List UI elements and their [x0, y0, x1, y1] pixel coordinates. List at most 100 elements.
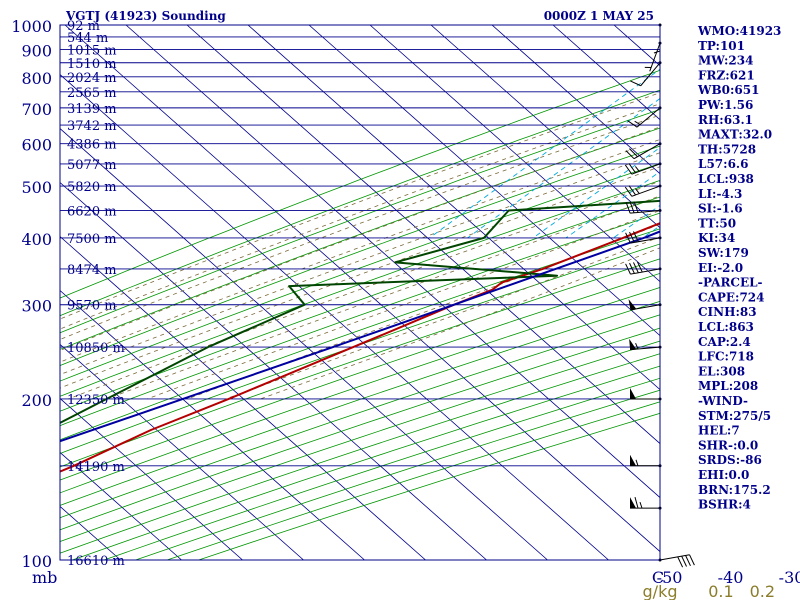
height-label: 16610 m	[67, 554, 125, 569]
moist-adiabat-line	[60, 152, 660, 376]
wind-barb-feather	[629, 148, 638, 158]
wind-barb-feather	[624, 164, 633, 175]
moist-adiabat-line	[60, 166, 660, 389]
series-point	[182, 398, 184, 400]
wind-barb-staff	[631, 163, 661, 175]
chart-datetime: 0000Z 1 MAY 25	[544, 9, 654, 23]
series-point	[73, 465, 75, 467]
pressure-tick-label: 300	[21, 297, 52, 316]
wind-barb-staff	[633, 143, 661, 160]
wind-barb-feather	[629, 231, 635, 243]
index-line: TP:101	[698, 39, 745, 53]
series-point	[501, 282, 503, 284]
height-label: 10850 m	[67, 341, 125, 356]
wind-barb-staff	[631, 185, 661, 197]
series-point	[228, 398, 230, 400]
mixing-ratio-unit-label: g/kg	[643, 582, 678, 600]
x-unit-right-label: C	[652, 568, 664, 587]
series-point	[332, 346, 334, 348]
wind-barb-feather	[633, 231, 639, 242]
height-label: 12350 m	[67, 393, 125, 408]
wind-barb-feather	[681, 555, 687, 567]
isotherm-line	[60, 74, 609, 560]
index-line: TT:50	[698, 216, 736, 230]
moist-adiabat-line	[147, 210, 660, 400]
height-label: 6620 m	[67, 205, 117, 220]
wind-barb-flag	[628, 299, 637, 310]
index-line: CINH:83	[698, 305, 757, 319]
isotherm-line	[60, 235, 426, 560]
pressure-tick-label: 500	[21, 178, 52, 197]
series-point	[691, 210, 692, 211]
index-line: BRN:175.2	[698, 483, 771, 497]
index-line: STM:275/5	[698, 409, 771, 423]
wind-barb	[624, 184, 662, 197]
series-point	[352, 346, 354, 348]
wind-barb	[630, 61, 662, 87]
pressure-tick-label: 800	[21, 69, 52, 88]
series-point	[483, 237, 485, 239]
wind-barb	[630, 497, 662, 510]
dry-adiabat-line	[60, 353, 660, 554]
moist-adiabat-line	[106, 195, 660, 400]
wind-barb-half-feather	[635, 166, 640, 172]
dry-adiabat-line	[103, 377, 660, 560]
wind-barb-half-feather	[634, 120, 641, 126]
wind-barb-staff	[636, 107, 661, 128]
isotherm-line	[60, 451, 182, 560]
x-unit-left-label: mb	[32, 568, 57, 587]
wind-barb-half-feather	[635, 459, 639, 466]
index-line: CAP:2.4	[698, 335, 751, 349]
isotherm-line	[491, 25, 660, 175]
wind-barb-flag	[630, 387, 636, 399]
wind-barb	[644, 41, 662, 72]
index-line: EI:-2.0	[698, 261, 743, 275]
height-label: 544 m	[67, 31, 108, 46]
index-line: WB0:651	[697, 83, 759, 97]
wind-barb-feather	[625, 202, 631, 214]
series-point	[643, 237, 645, 239]
index-line: SHR-:0.0	[698, 438, 758, 452]
dry-adiabat-line	[60, 340, 660, 543]
pressure-tick-label: 100	[21, 552, 52, 571]
isotherm-line	[60, 128, 548, 560]
height-label: 14190 m	[67, 460, 125, 475]
series-point	[288, 285, 290, 287]
moist-adiabat-line	[260, 247, 660, 400]
wind-barb-feather	[636, 261, 643, 273]
height-label: 5077 m	[67, 158, 117, 173]
wind-barb-feather	[677, 556, 684, 568]
wind-barb-feather	[628, 163, 636, 174]
series-point	[758, 186, 759, 187]
height-label: 92 m	[67, 19, 100, 34]
height-label: 5820 m	[67, 180, 117, 195]
wind-barb-staff	[630, 210, 661, 214]
series-point	[394, 261, 396, 263]
moist-adiabat-line	[68, 180, 660, 400]
height-label: 7500 m	[67, 232, 117, 247]
index-line: -WIND-	[698, 394, 748, 408]
wind-barb-half-feather	[635, 188, 640, 194]
mixing-ratio-label: 0.1	[708, 582, 733, 600]
pressure-tick-label: 200	[21, 391, 52, 410]
temperature-tick-label: -40	[718, 568, 744, 587]
isotherm-line	[430, 25, 660, 229]
wind-barb-staff	[630, 304, 661, 311]
height-label: 2565 m	[67, 86, 117, 101]
temperature-profile-line	[60, 222, 660, 473]
index-line: LFC:718	[698, 350, 754, 364]
pressure-tick-label: 400	[21, 230, 52, 249]
moist-adiabat-line	[225, 236, 660, 400]
wind-barb-staff	[630, 237, 661, 244]
wind-barb-feather	[625, 232, 631, 244]
series-point	[694, 186, 695, 187]
wind-barb	[630, 454, 662, 468]
index-line: WMO:41923	[697, 24, 781, 38]
series-point	[779, 163, 780, 164]
isotherm-line	[247, 25, 660, 391]
series-point	[775, 186, 776, 187]
isotherm-line	[308, 25, 660, 337]
height-label: 4386 m	[67, 138, 117, 153]
temperature-tick-label: -30	[779, 568, 800, 587]
